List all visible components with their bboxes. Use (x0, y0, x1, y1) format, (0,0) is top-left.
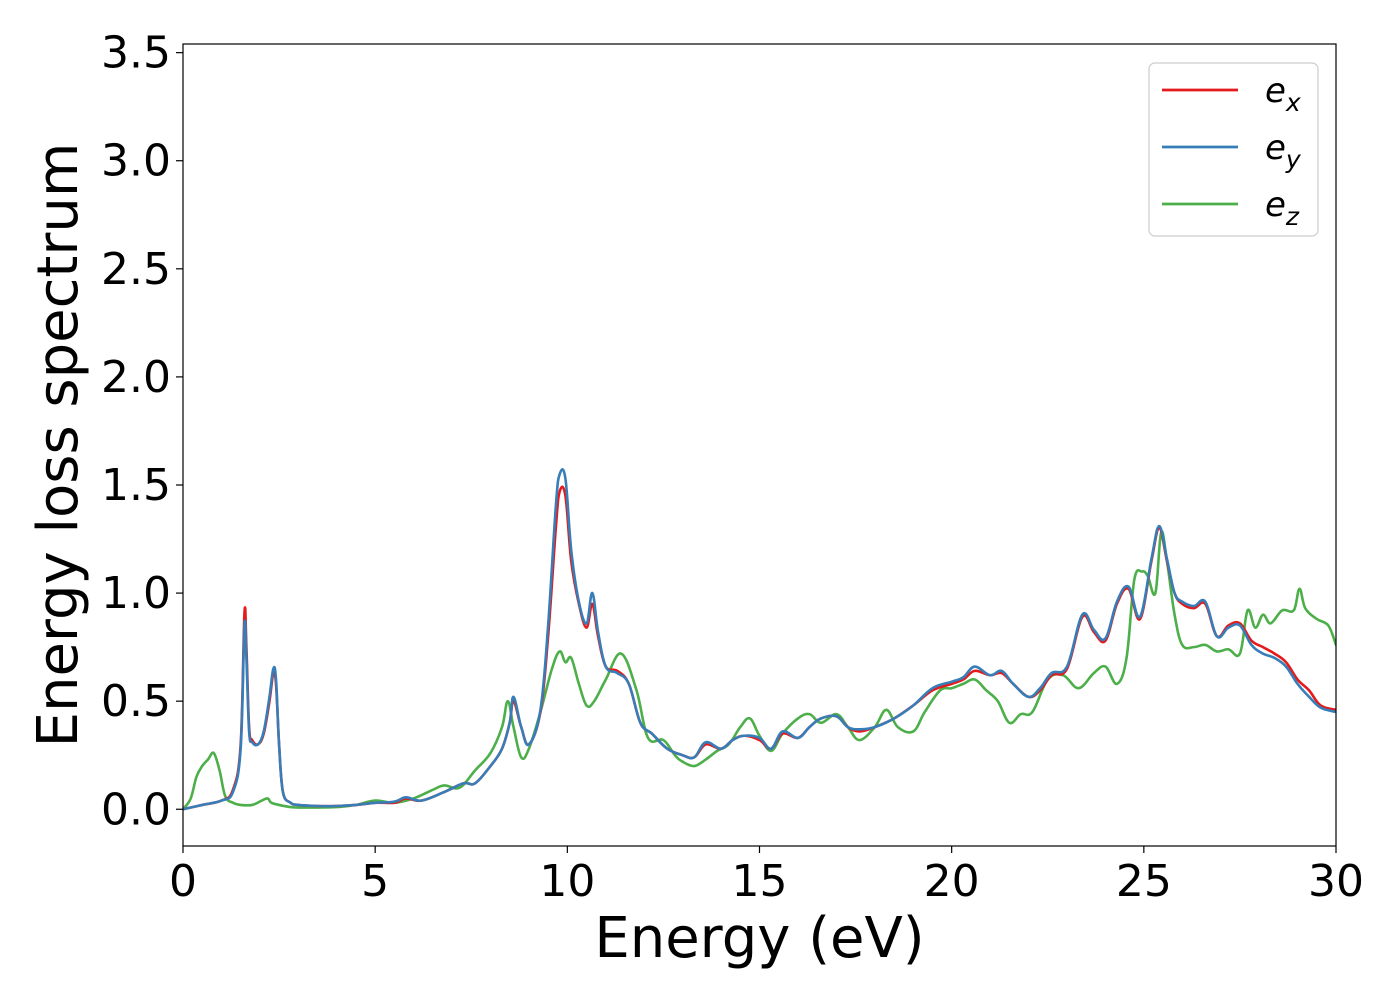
y-tick-label: 0.0 (101, 784, 171, 835)
x-tick-label: 5 (361, 856, 389, 907)
y-axis: 0.0 0.5 1.0 1.5 2.0 2.5 3.0 3.5 (101, 28, 183, 835)
legend-label-base: e (1265, 71, 1286, 111)
x-tick-label: 15 (732, 856, 788, 907)
y-tick-label: 3.5 (101, 28, 171, 79)
legend-label-e-z: ez (1265, 185, 1300, 231)
x-tick-label: 10 (539, 856, 595, 907)
legend-label-base: e (1265, 128, 1286, 168)
x-axis: 0 5 10 15 20 25 30 (169, 846, 1364, 907)
y-axis-title: Energy loss spectrum (26, 143, 91, 748)
legend-label-subscript: z (1285, 202, 1300, 231)
legend-label-subscript: x (1285, 88, 1301, 117)
y-tick-label: 1.5 (101, 460, 171, 511)
series-line-e-y (183, 468, 1336, 811)
x-tick-label: 0 (169, 856, 197, 907)
x-tick-label: 25 (1116, 856, 1172, 907)
series-line-e-z (183, 530, 1336, 811)
y-tick-label: 2.5 (101, 244, 171, 295)
legend-label-e-y: ey (1265, 128, 1302, 174)
y-tick-label: 0.5 (101, 676, 171, 727)
legend-label-subscript: y (1285, 145, 1302, 174)
y-tick-label: 1.0 (101, 568, 171, 619)
y-tick-label: 2.0 (101, 352, 171, 403)
legend-box (1148, 62, 1319, 237)
y-tick-label: 3.0 (101, 136, 171, 187)
x-tick-label: 20 (924, 856, 980, 907)
legend-label-base: e (1265, 185, 1286, 225)
legend-label-e-x: ex (1265, 71, 1301, 117)
x-axis-title: Energy (eV) (594, 906, 924, 971)
x-tick-label: 30 (1308, 856, 1364, 907)
series-layer (183, 468, 1336, 811)
